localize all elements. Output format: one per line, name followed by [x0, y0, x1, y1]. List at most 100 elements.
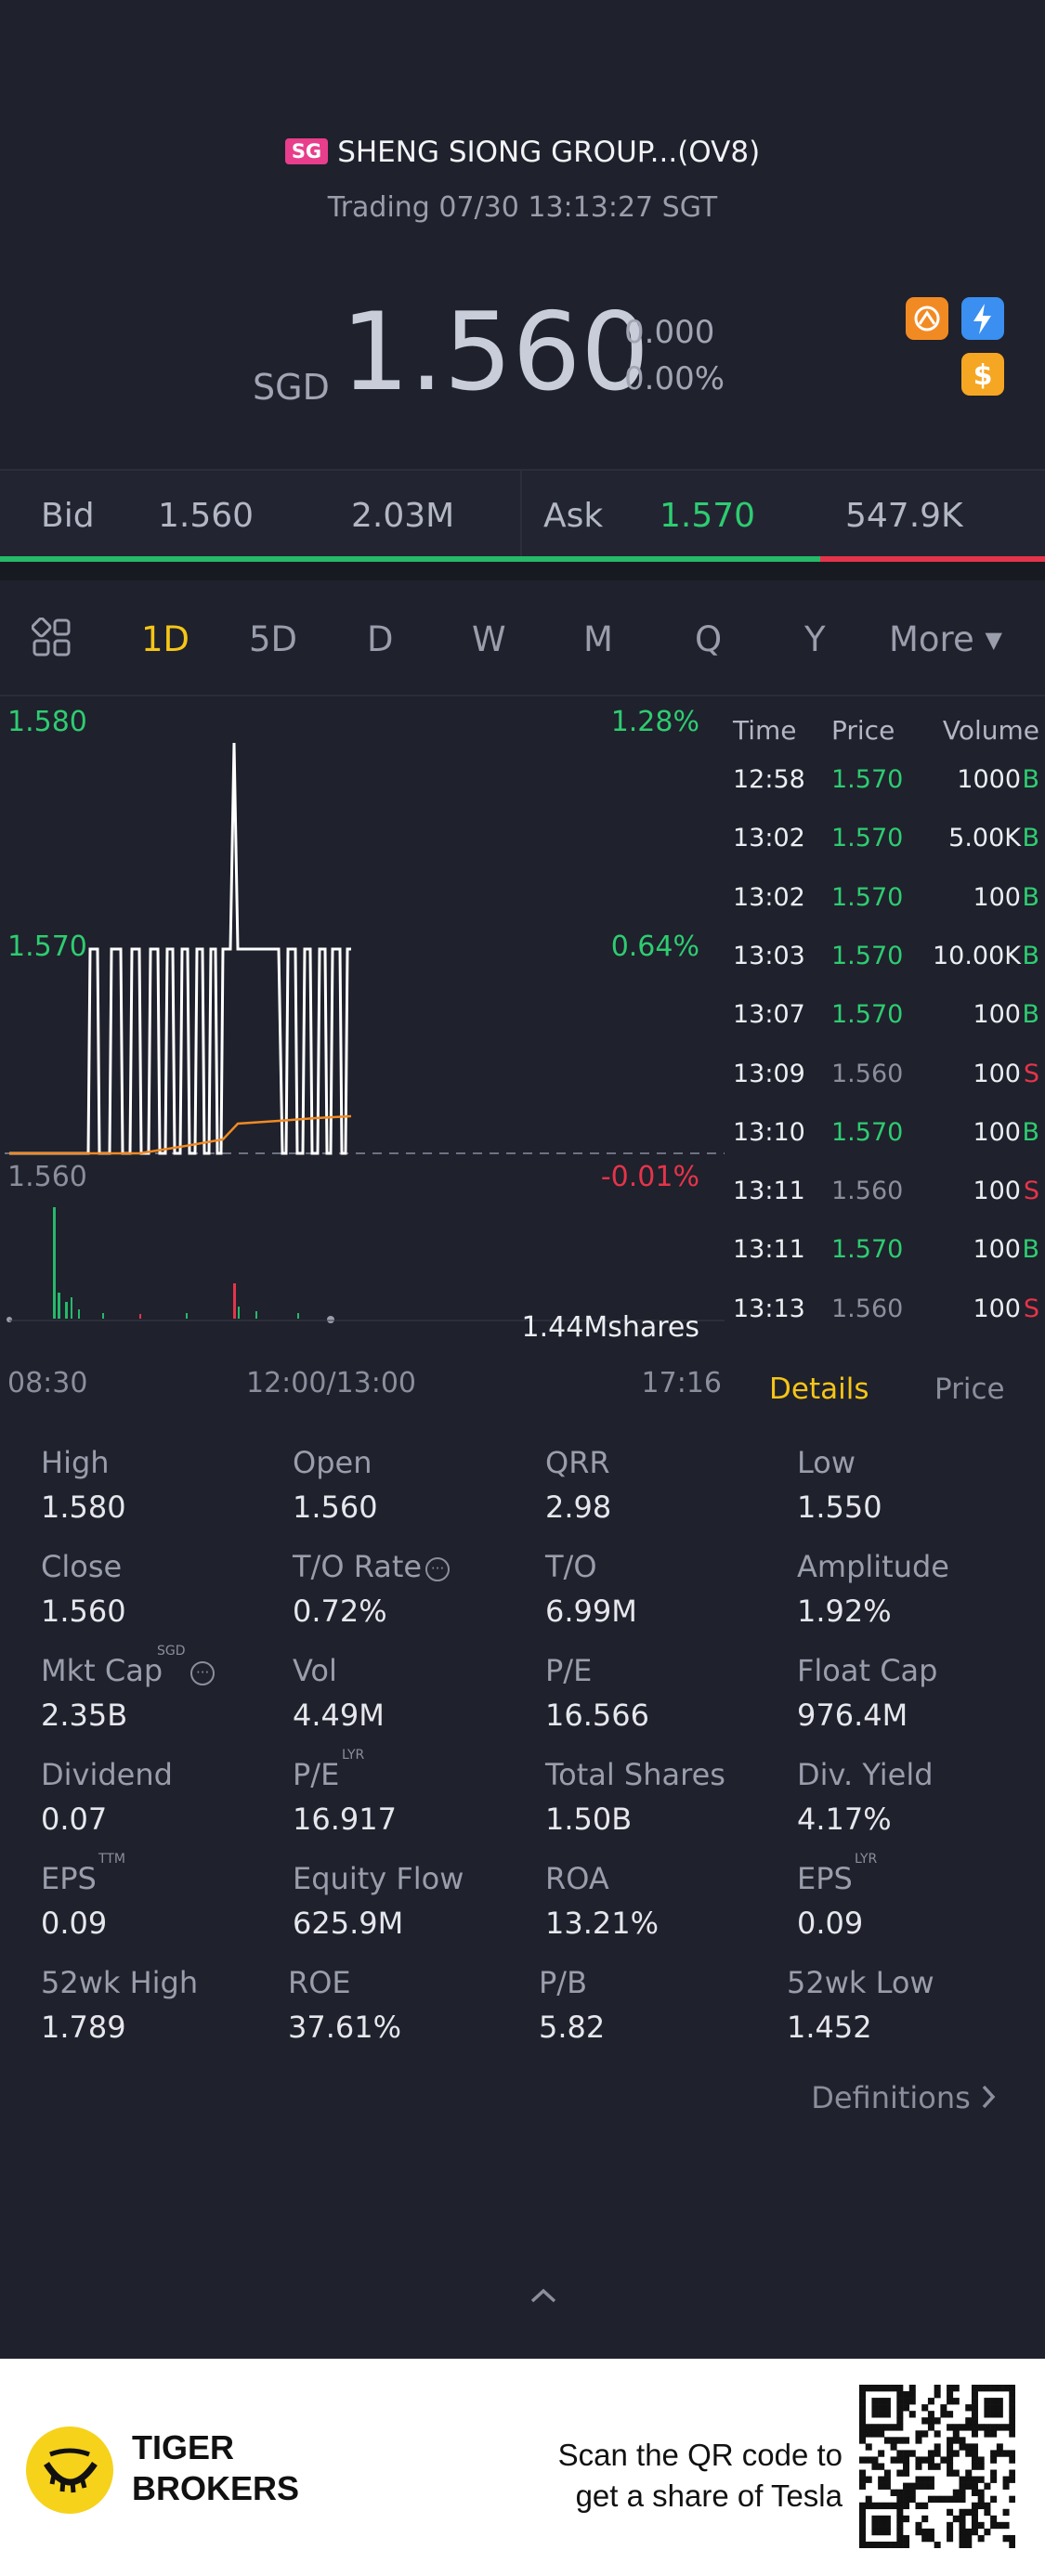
- qr-module: [952, 2489, 960, 2496]
- info-icon[interactable]: ···: [190, 1661, 216, 1685]
- price-change-pct: 0.00%: [624, 360, 725, 397]
- qr-module: [890, 2502, 897, 2510]
- tab-q[interactable]: Q: [695, 619, 723, 659]
- qr-module: [990, 2495, 998, 2504]
- qr-module: [1009, 2404, 1016, 2412]
- qr-module: [977, 2424, 985, 2431]
- tab-w[interactable]: W: [472, 619, 506, 659]
- qr-module: [947, 2528, 954, 2536]
- subtab-details[interactable]: Details: [769, 1373, 869, 1406]
- bid-ask-divider: [520, 471, 522, 564]
- qr-module: [921, 2404, 929, 2412]
- qr-module: [915, 2528, 922, 2536]
- qr-module: [959, 2476, 966, 2483]
- qr-module: [1002, 2476, 1010, 2483]
- qr-module: [971, 2456, 978, 2464]
- market-badge: SG: [284, 138, 329, 164]
- qr-module: [927, 2463, 934, 2470]
- qr-module: [878, 2502, 885, 2510]
- qr-module: [903, 2391, 910, 2399]
- qr-module: [971, 2482, 978, 2490]
- qr-module: [1009, 2450, 1016, 2457]
- qr-module: [947, 2437, 954, 2444]
- chevron-up-icon[interactable]: [525, 2283, 562, 2312]
- definitions-link[interactable]: Definitions: [811, 2080, 997, 2117]
- dollar-icon[interactable]: $: [961, 353, 1004, 396]
- definitions-label: Definitions: [811, 2080, 971, 2115]
- tab-m[interactable]: M: [583, 619, 613, 659]
- qr-module: [859, 2417, 867, 2425]
- qr-code[interactable]: [859, 2385, 1016, 2549]
- tick-volume: 10.00K: [932, 941, 1021, 970]
- qr-module: [971, 2424, 978, 2431]
- qr-module: [934, 2430, 941, 2438]
- qr-module: [896, 2495, 904, 2504]
- qr-module: [871, 2404, 879, 2412]
- tick-row: 13:11 1.560 100 S: [729, 1177, 1045, 1235]
- tick-price: 1.570: [831, 1235, 904, 1265]
- qr-module: [965, 2417, 973, 2425]
- stock-title: SG SHENG SIONG GROUP...(OV8): [0, 136, 1045, 169]
- orange-badge-icon[interactable]: [906, 297, 948, 340]
- flash-icon[interactable]: [961, 297, 1004, 340]
- subtab-price[interactable]: Price: [934, 1373, 1005, 1406]
- qr-module: [878, 2463, 885, 2470]
- qr-module: [977, 2385, 985, 2392]
- qr-module: [927, 2450, 934, 2457]
- stat-div-yield: Div. Yield 4.17%: [797, 1757, 934, 1837]
- stat-equity-flow: Equity Flow 625.9M: [293, 1861, 464, 1941]
- qr-module: [878, 2404, 885, 2412]
- qr-module: [959, 2437, 966, 2444]
- qr-module: [927, 2528, 934, 2536]
- currency-sup: SGD: [157, 1644, 186, 1659]
- qr-module: [890, 2443, 897, 2451]
- qr-module: [977, 2456, 985, 2464]
- qr-module: [984, 2508, 991, 2517]
- qr-module: [990, 2430, 998, 2438]
- qr-module: [903, 2502, 910, 2510]
- qr-module: [896, 2469, 904, 2477]
- qr-module: [952, 2385, 960, 2392]
- qr-module: [947, 2443, 954, 2451]
- time-and-sales[interactable]: Time Price Volume 12:58 1.570 1000 B 13:02 1.…: [729, 698, 1045, 1365]
- qr-module: [971, 2489, 978, 2496]
- qr-module: [959, 2541, 966, 2549]
- volume-bar: [238, 1307, 240, 1319]
- qr-module: [996, 2424, 1003, 2431]
- qr-module: [959, 2489, 966, 2496]
- stat-vol: Vol 4.49M: [293, 1653, 385, 1733]
- qr-module: [896, 2437, 904, 2444]
- qr-module: [859, 2456, 867, 2464]
- qr-module: [1009, 2476, 1016, 2483]
- qr-module: [927, 2495, 934, 2504]
- dropdown-caret-icon: ▼: [985, 627, 1002, 653]
- scan-prompt: Scan the QR code to get a share of Tesla: [557, 2438, 843, 2513]
- qr-module: [915, 2463, 922, 2470]
- volume-bars: [53, 1207, 299, 1319]
- tab-5d[interactable]: 5D: [249, 619, 298, 659]
- qr-module: [959, 2534, 966, 2543]
- qr-module: [1002, 2450, 1010, 2457]
- tick-price: 1.570: [831, 882, 904, 912]
- qr-module: [984, 2528, 991, 2536]
- tab-d[interactable]: D: [367, 619, 394, 659]
- qr-module: [883, 2541, 891, 2549]
- qr-module: [965, 2534, 973, 2543]
- qr-module: [878, 2430, 885, 2438]
- info-icon[interactable]: ···: [425, 1557, 451, 1581]
- qr-module: [984, 2502, 991, 2510]
- intraday-chart[interactable]: 1.580 1.570 1.560 1.28% 0.64% -0.01% 1.4…: [0, 698, 729, 1413]
- tab-y[interactable]: Y: [804, 619, 826, 659]
- qr-module: [947, 2391, 954, 2399]
- grid-icon[interactable]: [31, 617, 72, 662]
- qr-module: [883, 2515, 891, 2523]
- avg-price-line: [9, 1114, 352, 1155]
- tab-more[interactable]: More ▼: [889, 619, 1002, 659]
- qr-module: [1002, 2508, 1010, 2517]
- qr-module: [871, 2398, 879, 2405]
- ttm-sup: TTM: [98, 1852, 125, 1867]
- tab-1d[interactable]: 1D: [141, 619, 190, 659]
- qr-module: [965, 2482, 973, 2490]
- qr-module: [903, 2534, 910, 2543]
- qr-module: [984, 2424, 991, 2431]
